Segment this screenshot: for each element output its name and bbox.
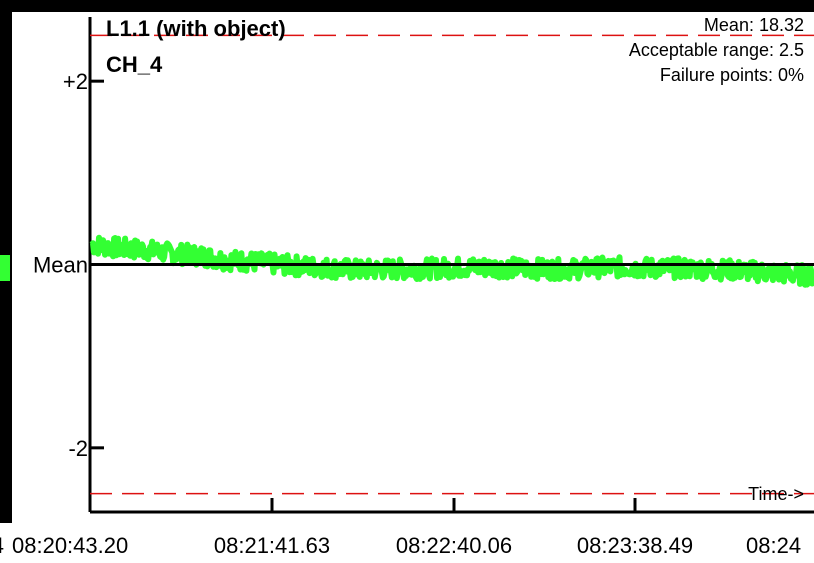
x-tick-label: 08:20:43.20 [12,533,128,558]
data-series-line [89,234,814,288]
x-tick-clipped-left: 4 [0,533,4,558]
y-tick-label: -2 [68,436,88,461]
x-tick-label: 08:21:41.63 [214,533,330,558]
y-tick-label: Mean [33,253,88,278]
x-tick-label: 08:24 [746,533,801,558]
x-axis-label: Time-> [748,484,804,504]
x-tick-label: 08:23:38.49 [577,533,693,558]
stat-failure-points: Failure points: 0% [660,65,804,85]
chart-subtitle: CH_4 [106,52,163,77]
stat-acceptable-range: Acceptable range: 2.5 [629,40,804,60]
top-border [0,0,814,12]
series-overflow-marker [0,255,10,281]
x-tick-label: 08:22:40.06 [396,533,512,558]
chart-title: L1.1 (with object) [106,16,286,41]
stat-mean: Mean: 18.32 [704,15,804,35]
y-tick-label: +2 [63,69,88,94]
